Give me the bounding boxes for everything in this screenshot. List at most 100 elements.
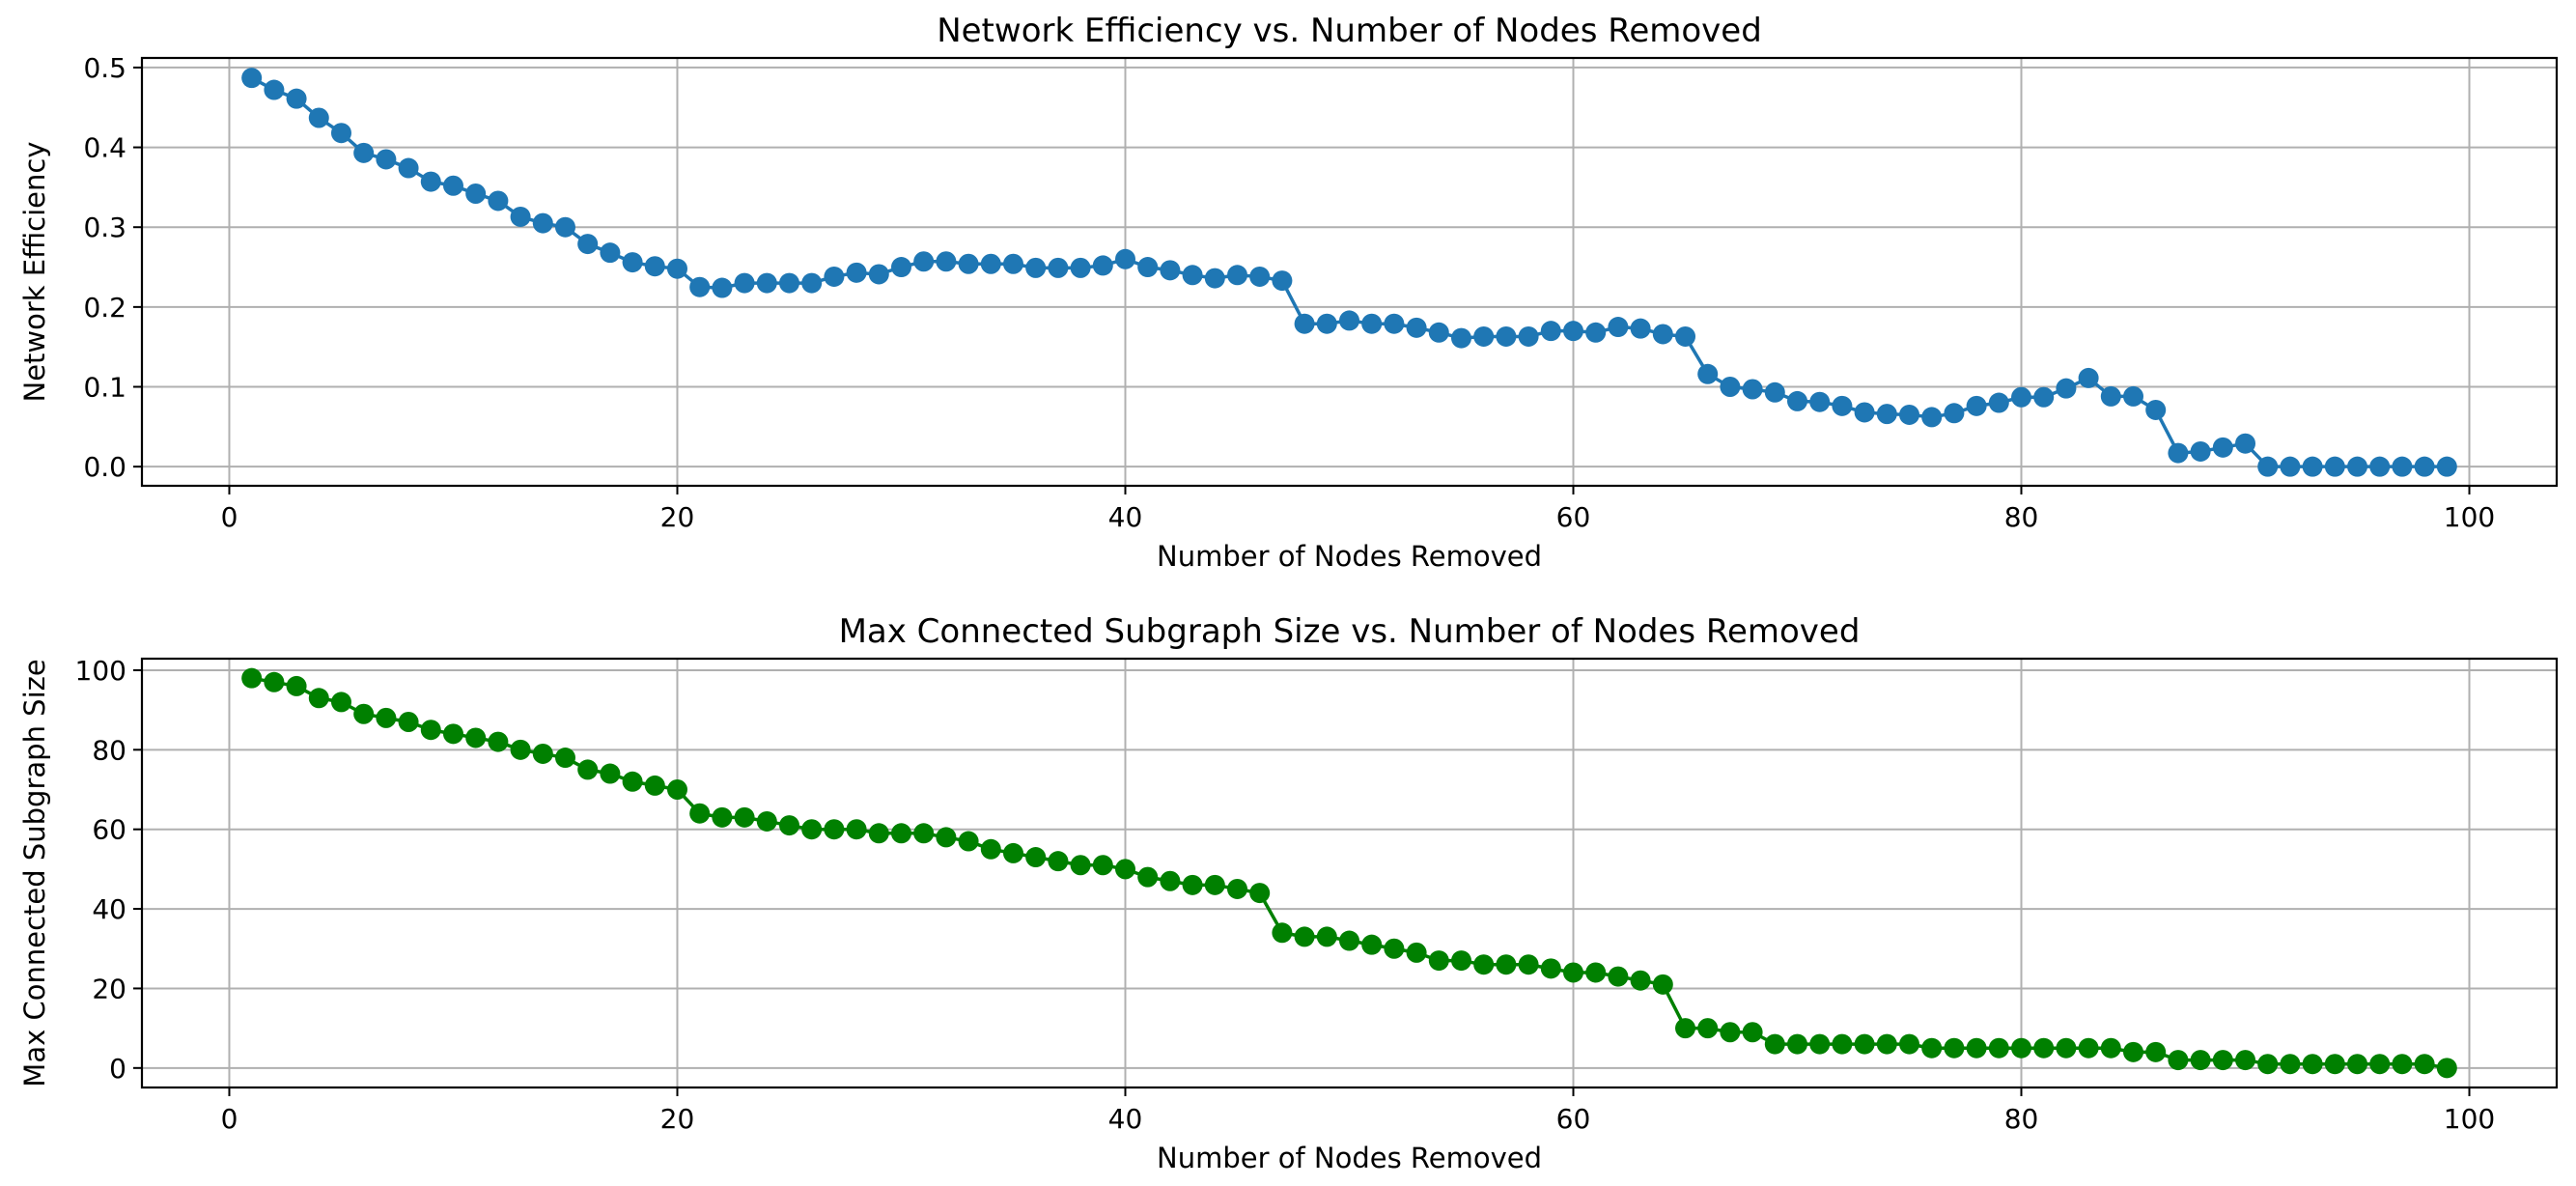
- efficiency-data-point: [1630, 318, 1651, 339]
- subgraph-data-point: [1227, 878, 1247, 899]
- subgraph-series-line: [251, 676, 2448, 1070]
- efficiency-data-point: [1272, 270, 1293, 292]
- efficiency-data-point: [2347, 456, 2368, 477]
- efficiency-data-point: [2369, 456, 2391, 477]
- efficiency-data-point: [2257, 456, 2279, 477]
- subgraph-data-point: [1652, 974, 1673, 995]
- subgraph-data-point: [442, 723, 463, 745]
- efficiency-x-tick-label: 0: [221, 501, 238, 533]
- subgraph-data-point: [420, 720, 441, 741]
- efficiency-data-point: [2392, 456, 2413, 477]
- efficiency-x-tick-label: 60: [1556, 501, 1591, 533]
- efficiency-data-point: [1339, 310, 1359, 331]
- subgraph-data-point: [689, 803, 711, 824]
- subgraph-data-point: [600, 763, 621, 784]
- efficiency-data-point: [1092, 255, 1113, 276]
- subgraph-x-axis-label: Number of Nodes Removed: [1157, 1142, 1542, 1174]
- subgraph-data-point: [2078, 1037, 2099, 1059]
- efficiency-data-point: [1921, 407, 1943, 428]
- efficiency-data-point: [1451, 327, 1471, 349]
- efficiency-data-point: [824, 266, 845, 287]
- efficiency-data-point: [890, 257, 911, 278]
- subgraph-data-point: [376, 707, 397, 728]
- subgraph-grid: [142, 659, 2557, 1087]
- subgraph-data-point: [1182, 874, 1203, 895]
- efficiency-data-point: [1384, 313, 1405, 334]
- subgraph-data-point: [2347, 1054, 2368, 1075]
- efficiency-x-tick-label: 80: [2004, 501, 2039, 533]
- subgraph-data-point: [1944, 1037, 1965, 1059]
- subgraph-x-tick-label: 80: [2004, 1103, 2039, 1135]
- subgraph-data-point: [1070, 855, 1091, 876]
- efficiency-data-point: [600, 242, 621, 264]
- efficiency-x-tick-label: 100: [2444, 501, 2495, 533]
- subgraph-y-tick-label: 80: [92, 734, 126, 766]
- efficiency-data-point: [1070, 257, 1091, 278]
- efficiency-data-point: [734, 272, 755, 294]
- efficiency-data-point: [2235, 433, 2256, 454]
- efficiency-data-point: [398, 157, 419, 179]
- subgraph-data-point: [577, 759, 599, 780]
- efficiency-y-tick-label: 0.0: [83, 451, 126, 483]
- subgraph-x-tick-label: 0: [221, 1103, 238, 1135]
- subgraph-data-point: [890, 823, 911, 844]
- subgraph-data-point: [712, 806, 733, 828]
- efficiency-series: [241, 68, 2457, 477]
- subgraph-data-point: [554, 748, 575, 769]
- efficiency-data-point: [846, 262, 867, 283]
- subgraph-data-point: [1473, 954, 1495, 975]
- efficiency-data-point: [554, 216, 575, 238]
- subgraph-data-point: [2168, 1050, 2189, 1071]
- subgraph-data-point: [622, 771, 643, 792]
- subgraph-y-tick-label: 20: [92, 973, 126, 1004]
- efficiency-data-point: [2190, 440, 2211, 462]
- subgraph-y-tick-label: 40: [92, 893, 126, 925]
- subgraph-data-point: [1899, 1033, 1920, 1055]
- subgraph-data-point: [1384, 938, 1405, 959]
- subgraph-series: [241, 667, 2457, 1079]
- efficiency-data-point: [1002, 253, 1023, 274]
- efficiency-data-point: [2078, 367, 2099, 388]
- efficiency-data-point: [1563, 321, 1583, 342]
- efficiency-data-point: [712, 277, 733, 298]
- subgraph-data-point: [666, 779, 687, 801]
- subgraph-data-point: [1787, 1033, 1808, 1055]
- subgraph-data-point: [1630, 970, 1651, 991]
- efficiency-plot-frame: [140, 56, 2559, 488]
- subgraph-plot-frame: [140, 657, 2559, 1089]
- subgraph-data-point: [1316, 926, 1337, 947]
- subgraph-data-point: [1428, 950, 1449, 972]
- subgraph-data-point: [2100, 1037, 2121, 1059]
- subgraph-data-point: [846, 819, 867, 840]
- subgraph-data-point: [1540, 958, 1561, 979]
- subgraph-data-point: [2302, 1054, 2323, 1075]
- efficiency-data-point: [2100, 385, 2121, 407]
- efficiency-chart-title: Network Efficiency vs. Number of Nodes R…: [937, 12, 1762, 50]
- efficiency-data-point: [1025, 257, 1047, 278]
- subgraph-data-point: [2280, 1054, 2301, 1075]
- subgraph-data-point: [1832, 1033, 1853, 1055]
- efficiency-x-tick-label: 20: [660, 501, 695, 533]
- efficiency-data-point: [1473, 325, 1495, 347]
- subgraph-data-point: [330, 692, 351, 713]
- subgraph-data-point: [2369, 1054, 2391, 1075]
- efficiency-y-tick-label: 0.3: [83, 212, 126, 243]
- efficiency-data-point: [330, 123, 351, 144]
- efficiency-data-point: [1809, 391, 1831, 412]
- subgraph-data-point: [1720, 1022, 1741, 1043]
- subgraph-data-point: [734, 806, 755, 828]
- subgraph-data-point: [1496, 954, 1517, 975]
- efficiency-data-point: [1249, 266, 1271, 287]
- subgraph-data-point: [398, 711, 419, 732]
- efficiency-data-point: [1966, 395, 1987, 416]
- subgraph-data-point: [778, 815, 799, 836]
- efficiency-data-point: [1876, 404, 1897, 425]
- efficiency-data-point: [2414, 456, 2435, 477]
- subgraph-data-point: [1249, 883, 1271, 904]
- subgraph-data-point: [286, 675, 307, 696]
- efficiency-data-point: [1316, 313, 1337, 334]
- efficiency-data-point: [1787, 390, 1808, 411]
- efficiency-data-point: [241, 68, 263, 89]
- efficiency-data-point: [1115, 248, 1135, 269]
- subgraph-data-point: [1675, 1018, 1696, 1039]
